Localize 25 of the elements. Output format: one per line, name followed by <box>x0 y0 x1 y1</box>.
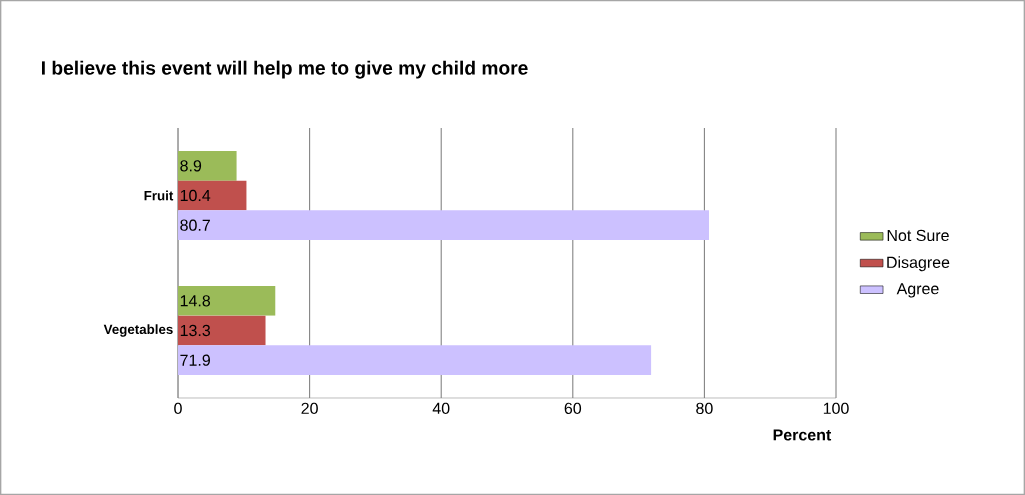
y-tick-label: Fruit <box>144 190 174 201</box>
x-tick-label: 100 <box>823 402 849 415</box>
bar <box>178 150 237 181</box>
x-tick-label: 40 <box>432 402 450 415</box>
bar <box>178 210 710 241</box>
legend-label: Disagree <box>887 256 950 272</box>
chart-title: I believe this event will help me to give my child more <box>42 60 528 79</box>
data-label: 14.8 <box>180 295 211 307</box>
bar <box>178 180 247 211</box>
bar <box>178 345 652 376</box>
data-label: 13.3 <box>180 324 211 337</box>
x-tick-label: 80 <box>696 402 713 415</box>
data-label: 10.4 <box>180 189 211 202</box>
y-tick-label: Vegetables <box>103 324 173 337</box>
legend-label: Not Sure <box>887 229 949 242</box>
data-label: 71.9 <box>180 354 210 366</box>
data-label: 8.9 <box>180 160 202 172</box>
x-tick-label: 0 <box>174 402 182 415</box>
bar <box>178 315 266 346</box>
x-tick-label: 20 <box>301 402 318 415</box>
data-label: 80.7 <box>180 219 210 231</box>
x-axis-title: Percent <box>773 429 832 441</box>
x-tick-label: 60 <box>564 402 582 415</box>
bar <box>178 285 276 316</box>
legend-label: Agree <box>896 283 939 298</box>
